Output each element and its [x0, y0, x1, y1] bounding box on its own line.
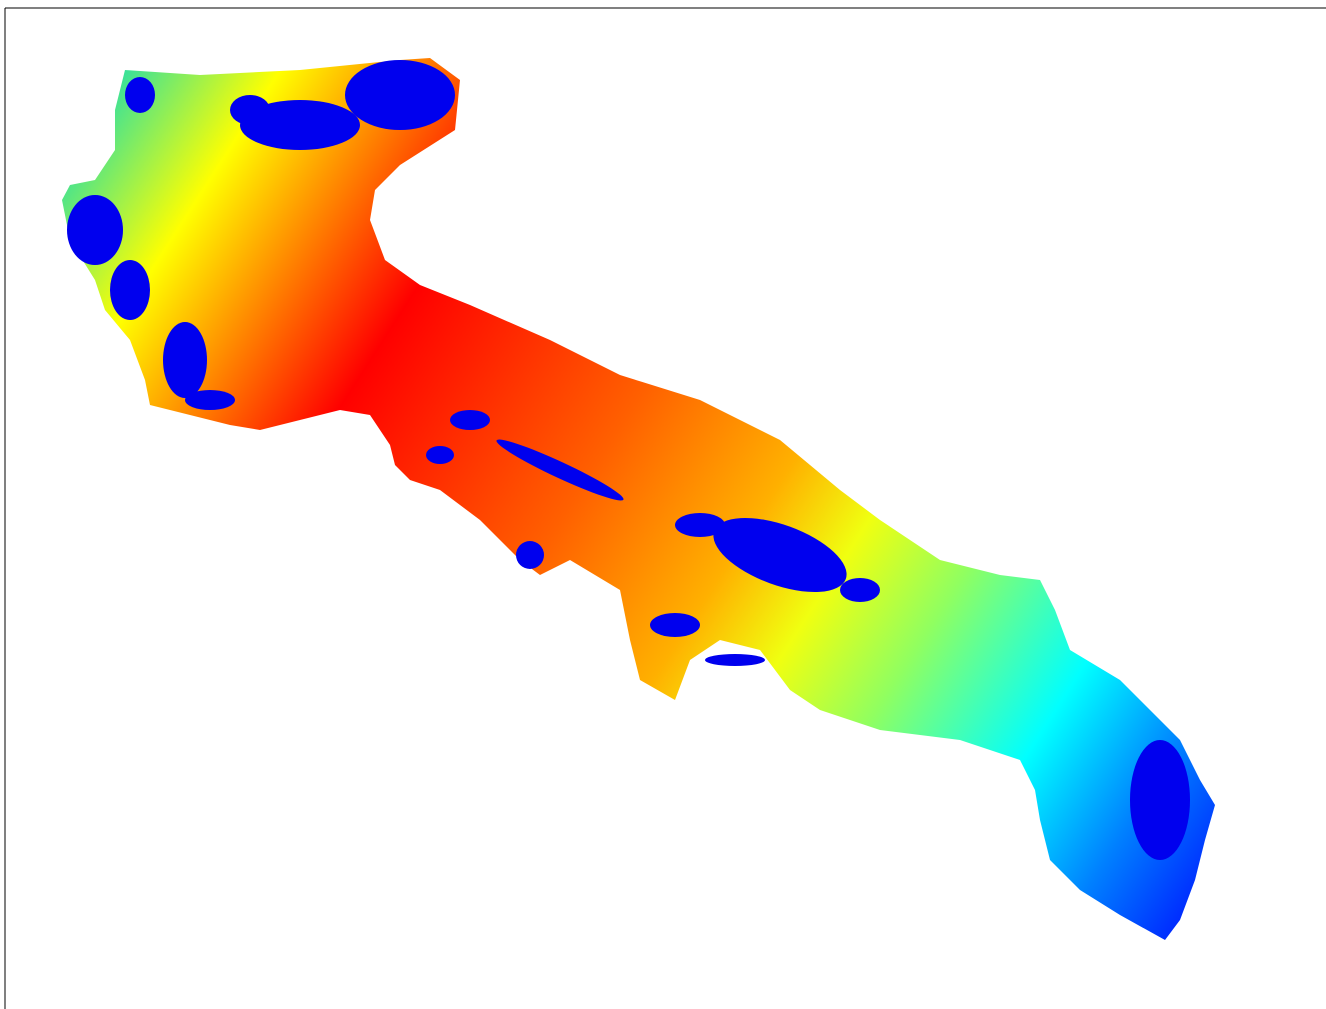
blob: [650, 613, 700, 637]
blob: [426, 446, 454, 464]
blob: [1130, 740, 1190, 860]
blob: [125, 77, 155, 113]
blob: [185, 390, 235, 410]
blob: [516, 541, 544, 569]
blob: [163, 322, 207, 398]
blob: [675, 513, 725, 537]
blob: [450, 410, 490, 430]
blob: [230, 95, 270, 125]
blob: [840, 578, 880, 602]
blob: [67, 195, 123, 265]
blob: [110, 260, 150, 320]
blob: [345, 60, 455, 130]
blob: [705, 654, 765, 666]
map-frame: [0, 0, 1326, 1009]
map: [0, 0, 1326, 1009]
